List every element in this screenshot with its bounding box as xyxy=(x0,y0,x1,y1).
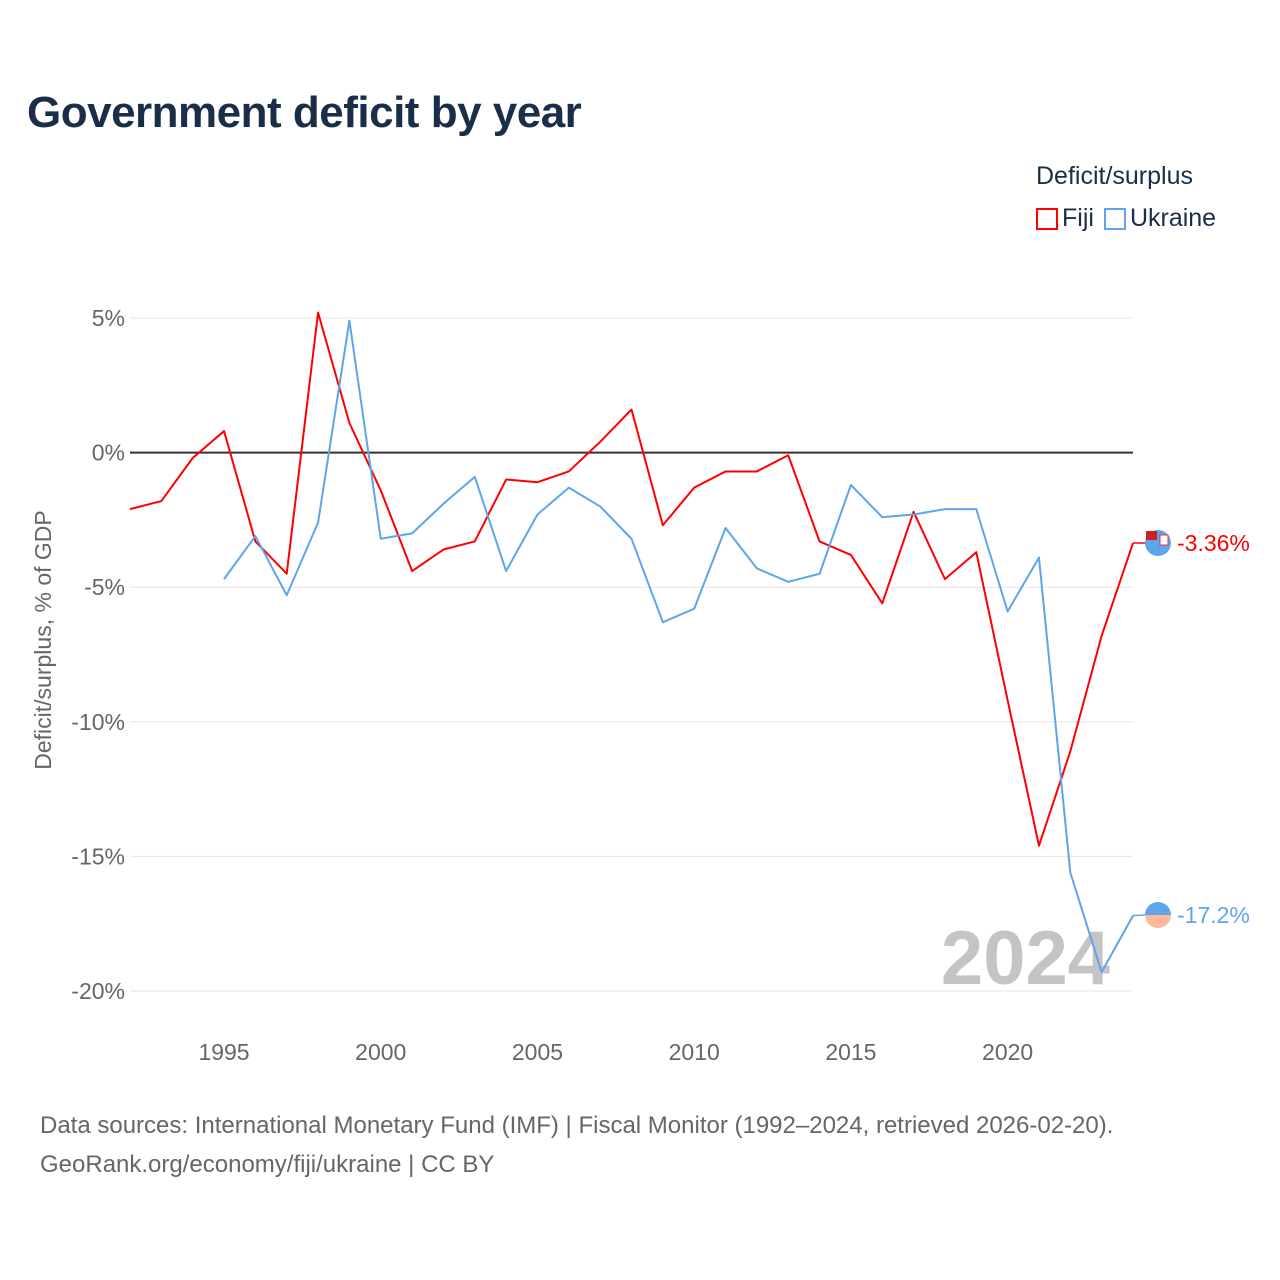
data-point-ukraine xyxy=(441,502,445,506)
data-point-ukraine xyxy=(786,580,790,584)
ukraine-flag-bottom-icon xyxy=(1145,915,1171,928)
data-point-fiji xyxy=(1037,844,1041,848)
data-point-fiji xyxy=(441,548,445,552)
data-point-fiji xyxy=(191,456,195,460)
x-tick-label: 1995 xyxy=(198,1039,249,1065)
data-point-ukraine xyxy=(974,507,978,511)
data-point-fiji xyxy=(818,539,822,543)
legend: Fiji Ukraine xyxy=(1036,204,1216,233)
data-point-fiji xyxy=(473,539,477,543)
data-point-fiji xyxy=(1006,698,1010,702)
data-point-ukraine xyxy=(347,319,351,323)
data-point-ukraine xyxy=(1006,609,1010,613)
chart-title: Government deficit by year xyxy=(27,88,582,137)
legend-item-fiji[interactable]: Fiji xyxy=(1036,204,1094,233)
series-line-fiji xyxy=(129,311,1134,847)
y-tick-label: -20% xyxy=(71,978,125,1004)
data-point-ukraine xyxy=(473,475,477,479)
legend-label-fiji: Fiji xyxy=(1062,204,1094,232)
data-point-ukraine xyxy=(630,537,634,541)
data-point-fiji xyxy=(567,469,571,473)
data-point-ukraine xyxy=(1100,970,1104,974)
ukraine-flag-top-icon xyxy=(1145,902,1171,915)
data-point-fiji xyxy=(755,469,759,473)
data-point-fiji xyxy=(880,601,884,605)
data-point-fiji xyxy=(222,429,226,433)
y-tick-label: 0% xyxy=(92,440,125,466)
data-point-fiji xyxy=(849,553,853,557)
data-point-ukraine xyxy=(535,513,539,517)
fiji-flag-union-icon xyxy=(1146,531,1157,540)
legend-swatch-ukraine xyxy=(1103,207,1126,230)
data-point-fiji xyxy=(379,488,383,492)
data-point-ukraine xyxy=(253,534,257,538)
data-point-ukraine xyxy=(1037,556,1041,560)
data-point-fiji xyxy=(724,469,728,473)
data-point-ukraine xyxy=(724,526,728,530)
x-tick-label: 2000 xyxy=(355,1039,406,1065)
data-point-fiji xyxy=(598,440,602,444)
legend-swatch-fiji xyxy=(1036,207,1058,230)
end-value-label-fiji: -3.36% xyxy=(1177,530,1250,556)
data-point-ukraine xyxy=(285,593,289,597)
data-point-fiji xyxy=(1068,749,1072,753)
data-point-ukraine xyxy=(598,504,602,508)
data-point-ukraine xyxy=(849,483,853,487)
data-point-fiji xyxy=(943,577,947,581)
data-point-ukraine xyxy=(755,566,759,570)
y-tick-label: 5% xyxy=(92,305,125,331)
data-point-fiji xyxy=(1100,634,1104,638)
data-point-ukraine xyxy=(880,515,884,519)
y-tick-label: -5% xyxy=(84,574,125,600)
legend-item-ukraine[interactable]: Ukraine xyxy=(1103,204,1217,233)
y-axis-label: Deficit/surplus, % of GDP xyxy=(30,510,56,769)
data-point-ukraine xyxy=(379,537,383,541)
end-connector xyxy=(1132,914,1147,917)
data-point-ukraine xyxy=(1068,871,1072,875)
legend-label-ukraine: Ukraine xyxy=(1129,204,1217,232)
data-point-fiji xyxy=(504,478,508,482)
x-tick-label: 2020 xyxy=(982,1039,1033,1065)
y-tick-label: -10% xyxy=(71,709,125,735)
legend-title: Deficit/surplus xyxy=(1036,162,1193,190)
y-tick-label: -15% xyxy=(71,843,125,869)
data-point-fiji xyxy=(410,569,414,573)
data-point-ukraine xyxy=(818,572,822,576)
data-point-ukraine xyxy=(912,513,916,517)
data-point-fiji xyxy=(128,507,132,511)
data-point-ukraine xyxy=(661,620,665,624)
source-link[interactable]: GeoRank.org/economy/fiji/ukraine | CC BY xyxy=(40,1151,495,1178)
x-tick-label: 2015 xyxy=(825,1039,876,1065)
data-point-ukraine xyxy=(567,486,571,490)
x-tick-label: 2005 xyxy=(512,1039,563,1065)
fiji-flag-shield-icon xyxy=(1159,534,1169,546)
data-point-fiji xyxy=(347,421,351,425)
data-point-fiji xyxy=(316,311,320,315)
data-point-ukraine xyxy=(316,521,320,525)
data-point-fiji xyxy=(786,453,790,457)
data-point-fiji xyxy=(535,480,539,484)
data-point-fiji xyxy=(630,408,634,412)
end-value-label-ukraine: -17.2% xyxy=(1177,902,1250,928)
data-point-fiji xyxy=(974,550,978,554)
x-tick-label: 2010 xyxy=(669,1039,720,1065)
data-point-ukraine xyxy=(410,531,414,535)
data-point-fiji xyxy=(661,523,665,527)
data-point-ukraine xyxy=(504,569,508,573)
data-point-ukraine xyxy=(222,577,226,581)
year-watermark: 2024 xyxy=(941,916,1110,1001)
source-line-1: Data sources: International Monetary Fun… xyxy=(40,1112,1114,1139)
source-note: Data sources: International Monetary Fun… xyxy=(40,1106,1113,1184)
series-line-ukraine xyxy=(223,319,1134,974)
data-point-fiji xyxy=(159,499,163,503)
data-point-ukraine xyxy=(692,607,696,611)
data-point-fiji xyxy=(285,572,289,576)
data-point-ukraine xyxy=(943,507,947,511)
data-point-fiji xyxy=(692,486,696,490)
